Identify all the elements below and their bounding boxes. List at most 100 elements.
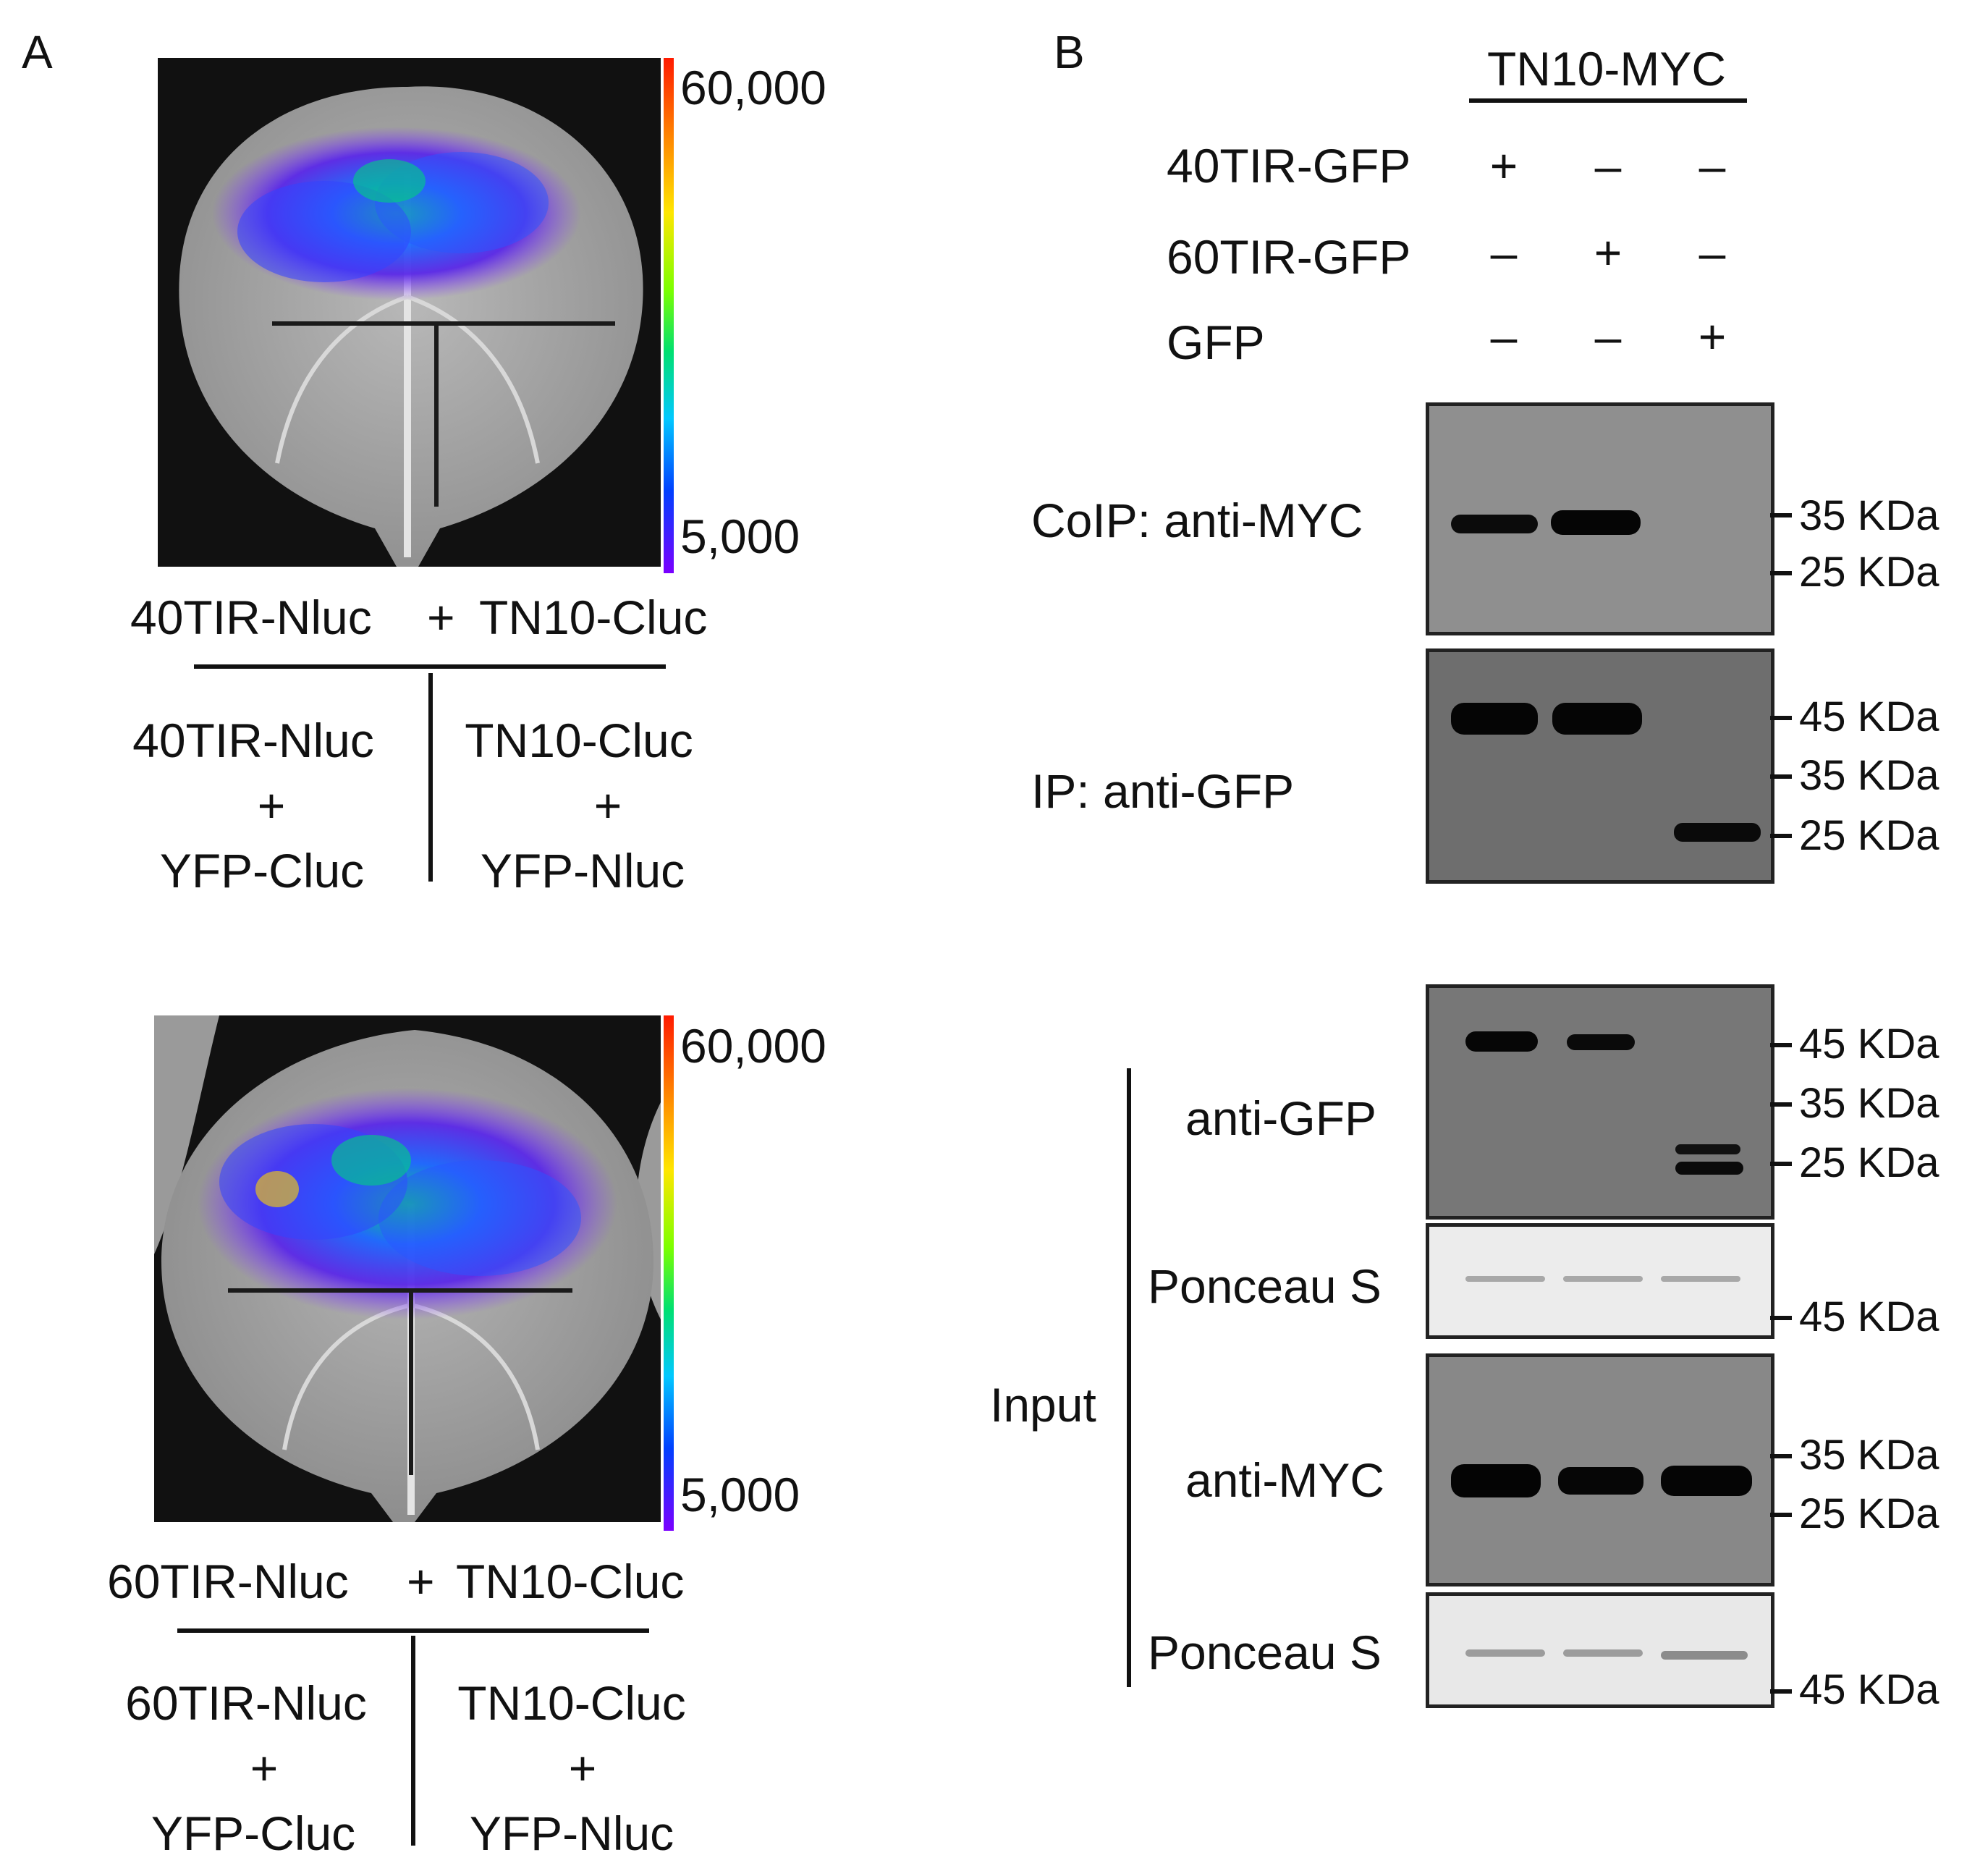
band-ponc2-lane3 — [1661, 1651, 1748, 1660]
tick-coip-25 — [1770, 571, 1792, 575]
leaf-1-divider-h — [194, 664, 666, 669]
band-ponc1-lane3 — [1661, 1276, 1740, 1282]
band-inmyc-lane1 — [1451, 1464, 1541, 1497]
blot-input-anti-gfp — [1426, 984, 1774, 1220]
blot-coip-anti-myc — [1426, 402, 1774, 635]
band-ip-lane3 — [1674, 823, 1761, 842]
leaf-2-title-left: 60TIR-Nluc — [107, 1555, 349, 1608]
marker-ingfp-45: 45 KDa — [1799, 1021, 1939, 1068]
tn10-myc-underline — [1469, 98, 1747, 103]
leaf-2-graphic — [154, 1015, 661, 1522]
tick-coip-35 — [1770, 513, 1792, 517]
band-ip-lane1 — [1451, 703, 1538, 735]
row-label-60tir-gfp: 60TIR-GFP — [1167, 230, 1411, 284]
band-inmyc-lane2 — [1558, 1467, 1643, 1495]
label-coip: CoIP: anti-MYC — [1031, 494, 1363, 547]
band-ponc1-lane2 — [1563, 1276, 1643, 1282]
leaf-2-right-bottom: YFP-Nluc — [469, 1807, 674, 1860]
leaf-2-right-top: TN10-Cluc — [457, 1676, 686, 1730]
leaf-2-right-plus: + — [568, 1741, 597, 1795]
tick-inmyc-25 — [1770, 1513, 1792, 1517]
leaf-1-title-left: 40TIR-Nluc — [130, 591, 372, 644]
band-coip-lane1 — [1451, 515, 1538, 533]
band-ponc2-lane2 — [1563, 1649, 1643, 1657]
sign-r3-c3: + — [1698, 310, 1727, 363]
leaf-1-title-plus: + — [427, 591, 455, 644]
leaf-1-divider-v — [428, 673, 433, 882]
leaf-1-right-top: TN10-Cluc — [465, 714, 693, 767]
leaf-1-title-right: TN10-Cluc — [479, 591, 708, 644]
leaf-1-graphic — [179, 86, 643, 567]
marker-coip-35: 35 KDa — [1799, 492, 1939, 539]
tick-ponc2-45 — [1770, 1689, 1792, 1694]
sign-r1-c2: – — [1594, 139, 1622, 193]
label-ponceau-1: Ponceau S — [1148, 1259, 1382, 1313]
sign-r3-c2: – — [1594, 310, 1622, 363]
leaf-2-left-plus: + — [250, 1741, 279, 1795]
band-coip-lane2 — [1551, 510, 1641, 535]
tick-ingfp-35 — [1770, 1102, 1792, 1107]
row-label-40tir-gfp: 40TIR-GFP — [1167, 139, 1411, 193]
sign-r3-c1: – — [1490, 310, 1518, 363]
marker-inmyc-35: 35 KDa — [1799, 1432, 1939, 1479]
leaf-2-title-right: TN10-Cluc — [456, 1555, 685, 1608]
input-bracket-line — [1127, 1068, 1131, 1687]
leaf-image-2 — [154, 1015, 661, 1522]
blot-ponceau-2 — [1426, 1592, 1774, 1708]
blot-ponceau-1 — [1426, 1223, 1774, 1339]
tick-ip-25 — [1770, 834, 1792, 838]
band-ingfp-lane2 — [1567, 1034, 1635, 1050]
leaf-image-1 — [158, 58, 661, 567]
scale-min-2: 5,000 — [680, 1468, 800, 1521]
sign-r2-c1: – — [1490, 226, 1518, 279]
scale-min-1: 5,000 — [680, 510, 800, 563]
marker-inmyc-25: 25 KDa — [1799, 1490, 1939, 1537]
scale-max-2: 60,000 — [680, 1019, 826, 1073]
label-input-anti-gfp: anti-GFP — [1185, 1091, 1377, 1145]
marker-ip-45: 45 KDa — [1799, 693, 1939, 740]
tick-ponc1-45 — [1770, 1316, 1792, 1320]
band-ponc1-lane1 — [1465, 1276, 1545, 1282]
panel-b-label: B — [1054, 26, 1085, 78]
marker-ip-35: 35 KDa — [1799, 752, 1939, 799]
marker-coip-25: 25 KDa — [1799, 549, 1939, 596]
tn10-myc-header: TN10-MYC — [1486, 42, 1727, 96]
marker-ingfp-25: 25 KDa — [1799, 1139, 1939, 1186]
color-scale-bar-2 — [664, 1015, 674, 1531]
sign-r1-c1: + — [1489, 139, 1518, 193]
leaf-2-divider-v — [411, 1636, 415, 1846]
scale-max-1: 60,000 — [680, 61, 826, 114]
leaf-1-left-bottom: YFP-Cluc — [159, 844, 365, 897]
row-label-gfp: GFP — [1167, 316, 1265, 369]
tick-ingfp-45 — [1770, 1043, 1792, 1047]
blot-input-anti-myc — [1426, 1353, 1774, 1586]
band-ponc2-lane1 — [1465, 1649, 1545, 1657]
panel-a-label: A — [22, 26, 53, 78]
band-inmyc-lane3 — [1661, 1466, 1752, 1496]
marker-ponc2-45: 45 KDa — [1799, 1666, 1939, 1713]
band-ingfp-lane3a — [1675, 1144, 1740, 1154]
leaf-1-left-top: 40TIR-Nluc — [132, 714, 374, 767]
marker-ip-25: 25 KDa — [1799, 812, 1939, 859]
leaf-1-right-plus: + — [593, 779, 622, 832]
label-ip: IP: anti-GFP — [1031, 764, 1295, 818]
leaf-2-left-bottom: YFP-Cluc — [151, 1807, 356, 1860]
marker-ponc1-45: 45 KDa — [1799, 1293, 1939, 1340]
blot-ip-anti-gfp — [1426, 648, 1774, 884]
band-ip-lane2 — [1552, 703, 1642, 735]
label-input: Input — [990, 1378, 1096, 1432]
band-ingfp-lane1 — [1465, 1031, 1538, 1052]
tick-ingfp-25 — [1770, 1162, 1792, 1166]
sign-r1-c3: – — [1698, 139, 1726, 193]
color-scale-bar-1 — [664, 58, 674, 573]
sign-r2-c2: + — [1594, 226, 1622, 279]
leaf-1-left-plus: + — [257, 779, 286, 832]
sign-r2-c3: – — [1698, 226, 1726, 279]
label-input-anti-myc: anti-MYC — [1185, 1453, 1385, 1507]
leaf-2-divider-h — [177, 1628, 649, 1633]
tick-inmyc-35 — [1770, 1454, 1792, 1458]
leaf-2-left-top: 60TIR-Nluc — [125, 1676, 367, 1730]
marker-ingfp-35: 35 KDa — [1799, 1080, 1939, 1127]
leaf-1-right-bottom: YFP-Nluc — [480, 844, 685, 897]
tick-ip-35 — [1770, 774, 1792, 779]
